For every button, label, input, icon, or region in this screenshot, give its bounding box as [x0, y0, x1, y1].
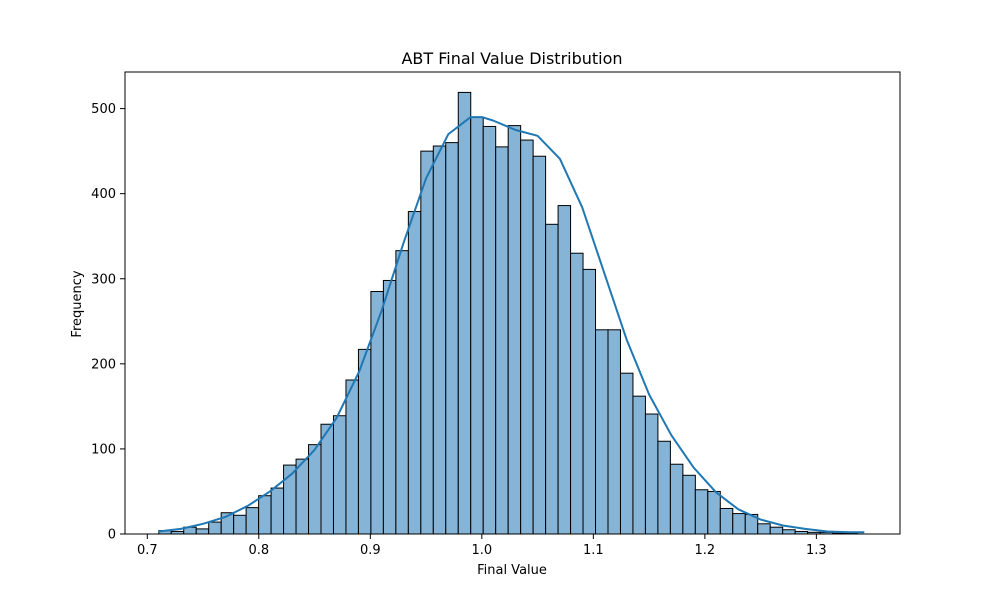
- histogram-bar: [470, 116, 484, 535]
- histogram-bar: [233, 514, 247, 535]
- x-tick-label: 1.2: [695, 543, 716, 558]
- histogram-bar: [545, 223, 559, 535]
- histogram-bar: [694, 489, 709, 535]
- x-tick-label: 1.3: [806, 543, 827, 558]
- x-axis-label: Final Value: [477, 563, 547, 578]
- y-tick-label: 400: [91, 187, 116, 202]
- y-tick-label: 500: [91, 102, 116, 117]
- kde-layer: [158, 116, 865, 534]
- histogram-bar: [557, 205, 572, 535]
- chart-title: ABT Final Value Distribution: [401, 49, 622, 68]
- x-tick-label: 1.1: [583, 543, 604, 558]
- histogram-bar: [619, 372, 634, 535]
- histogram-bar: [570, 252, 584, 535]
- histogram-bar: [270, 487, 285, 535]
- histogram-bar: [395, 250, 409, 535]
- histogram-bar: [682, 474, 696, 535]
- histogram-bar: [607, 329, 621, 535]
- histogram-bar: [258, 495, 272, 535]
- y-axis-ticks: 0 100 200 300 400 500: [91, 102, 125, 543]
- y-tick-label: 300: [91, 272, 116, 287]
- y-tick-label: 200: [91, 357, 116, 372]
- kde-line: [158, 116, 865, 534]
- histogram-bar: [719, 507, 734, 535]
- histogram-bar: [707, 490, 721, 535]
- histogram-bar: [769, 526, 784, 535]
- histogram-bar: [382, 279, 397, 535]
- histogram-bar: [208, 521, 222, 535]
- histogram-bar: [308, 444, 322, 535]
- histogram-bar: [582, 268, 597, 535]
- histogram-bar: [757, 523, 771, 535]
- histogram-bar: [532, 155, 547, 535]
- histogram-bar: [445, 142, 459, 535]
- histogram-bar: [370, 291, 384, 535]
- x-tick-label: 0.7: [137, 543, 158, 558]
- histogram-bar: [632, 395, 646, 535]
- histogram-bar: [732, 513, 746, 535]
- histogram-bars: [158, 91, 859, 535]
- histogram-bar: [669, 463, 684, 535]
- histogram-bar: [457, 91, 472, 535]
- plot-frame: [124, 71, 901, 535]
- y-axis-label: Frequency: [70, 270, 85, 337]
- histogram-bar: [420, 150, 434, 535]
- histogram-bar: [332, 415, 347, 535]
- histogram-bar: [320, 423, 334, 535]
- histogram-bar: [657, 440, 671, 535]
- histogram-bar: [482, 125, 497, 535]
- histogram-bar: [782, 529, 796, 535]
- x-axis-ticks: 0.7 0.8 0.9 1.0 1.1 1.2 1.3: [137, 534, 827, 558]
- histogram-bar: [357, 348, 372, 535]
- y-tick-label: 100: [91, 442, 116, 457]
- histogram-bar: [195, 528, 210, 535]
- histogram-bar: [595, 329, 609, 535]
- x-tick-label: 0.8: [248, 543, 269, 558]
- histogram-bar: [520, 139, 534, 535]
- histogram-bar: [407, 211, 422, 535]
- histogram-bar: [295, 458, 310, 535]
- x-tick-label: 0.9: [360, 543, 381, 558]
- histogram-bar: [432, 145, 447, 535]
- histogram-bar: [495, 146, 509, 535]
- histogram-bar: [644, 413, 659, 535]
- histogram-bar: [507, 125, 522, 535]
- x-tick-label: 1.0: [471, 543, 492, 558]
- y-tick-label: 0: [108, 528, 116, 543]
- histogram-bar: [245, 507, 260, 535]
- histogram-bar: [345, 379, 359, 535]
